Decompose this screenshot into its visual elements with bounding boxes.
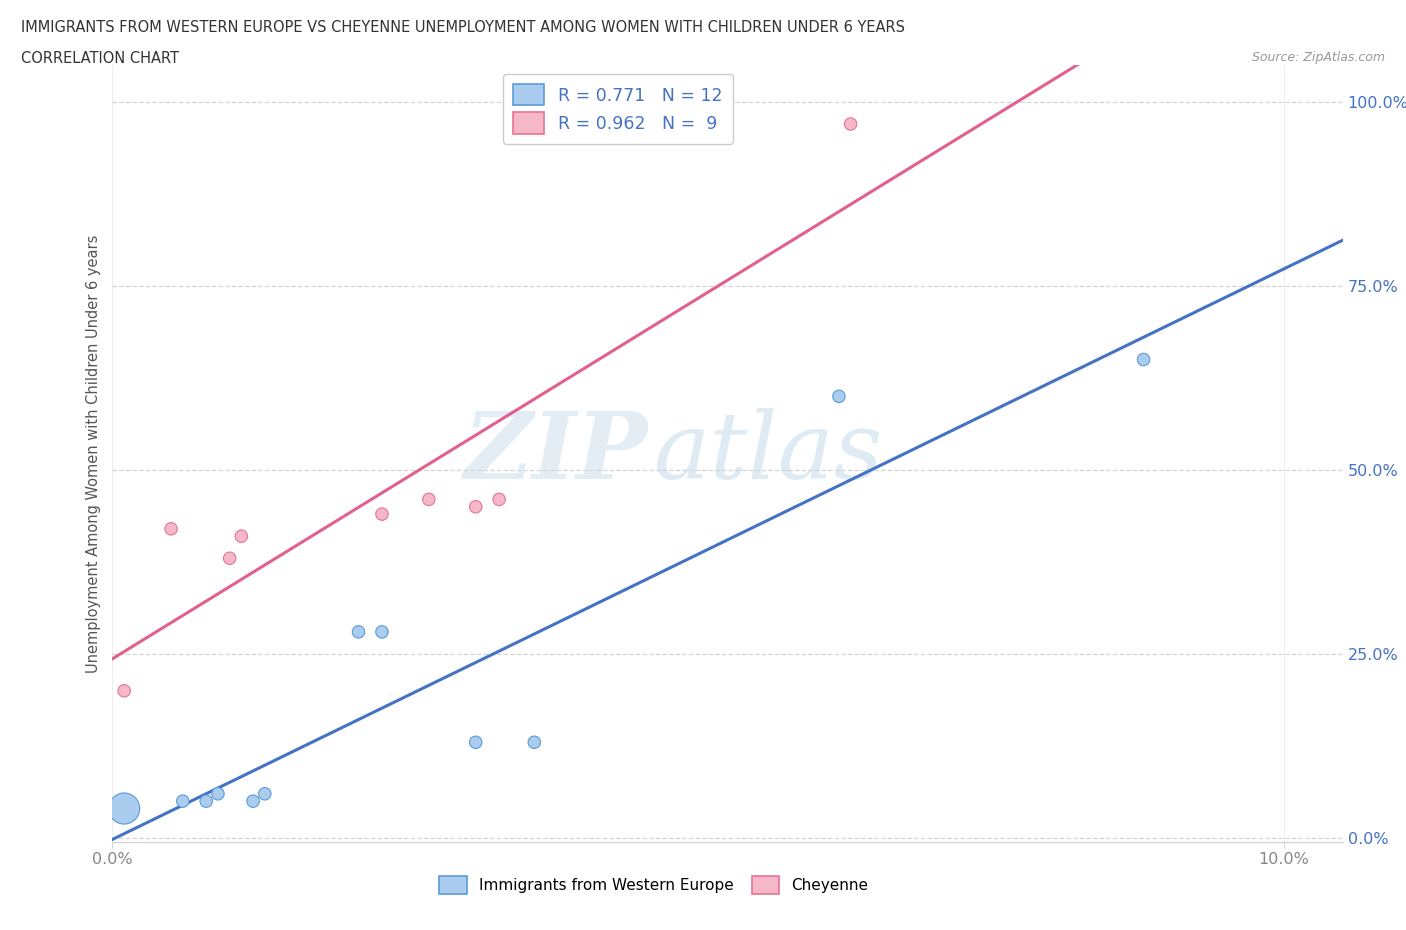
Point [418,492,440,507]
Point [828,389,851,404]
Text: IMMIGRANTS FROM WESTERN EUROPE VS CHEYENNE UNEMPLOYMENT AMONG WOMEN WITH CHILDRE: IMMIGRANTS FROM WESTERN EUROPE VS CHEYEN… [21,20,905,35]
Point [464,499,486,514]
Point [231,529,253,544]
Point [488,492,510,507]
Point [160,522,183,537]
Y-axis label: Unemployment Among Women with Children Under 6 years: Unemployment Among Women with Children U… [86,234,101,672]
Point [112,801,135,816]
Point [207,787,229,802]
Point [195,793,218,808]
Text: ZIP: ZIP [464,408,648,498]
Point [1132,352,1154,367]
Point [523,735,546,750]
Point [242,793,264,808]
Point [112,684,135,698]
Point [371,624,394,639]
Point [839,116,862,131]
Text: CORRELATION CHART: CORRELATION CHART [21,51,179,66]
Point [172,793,194,808]
Legend: Immigrants from Western Europe, Cheyenne: Immigrants from Western Europe, Cheyenne [433,870,875,900]
Point [464,735,486,750]
Point [371,507,394,522]
Text: Source: ZipAtlas.com: Source: ZipAtlas.com [1251,51,1385,64]
Text: atlas: atlas [654,408,883,498]
Point [347,624,370,639]
Point [218,551,240,565]
Point [253,787,276,802]
